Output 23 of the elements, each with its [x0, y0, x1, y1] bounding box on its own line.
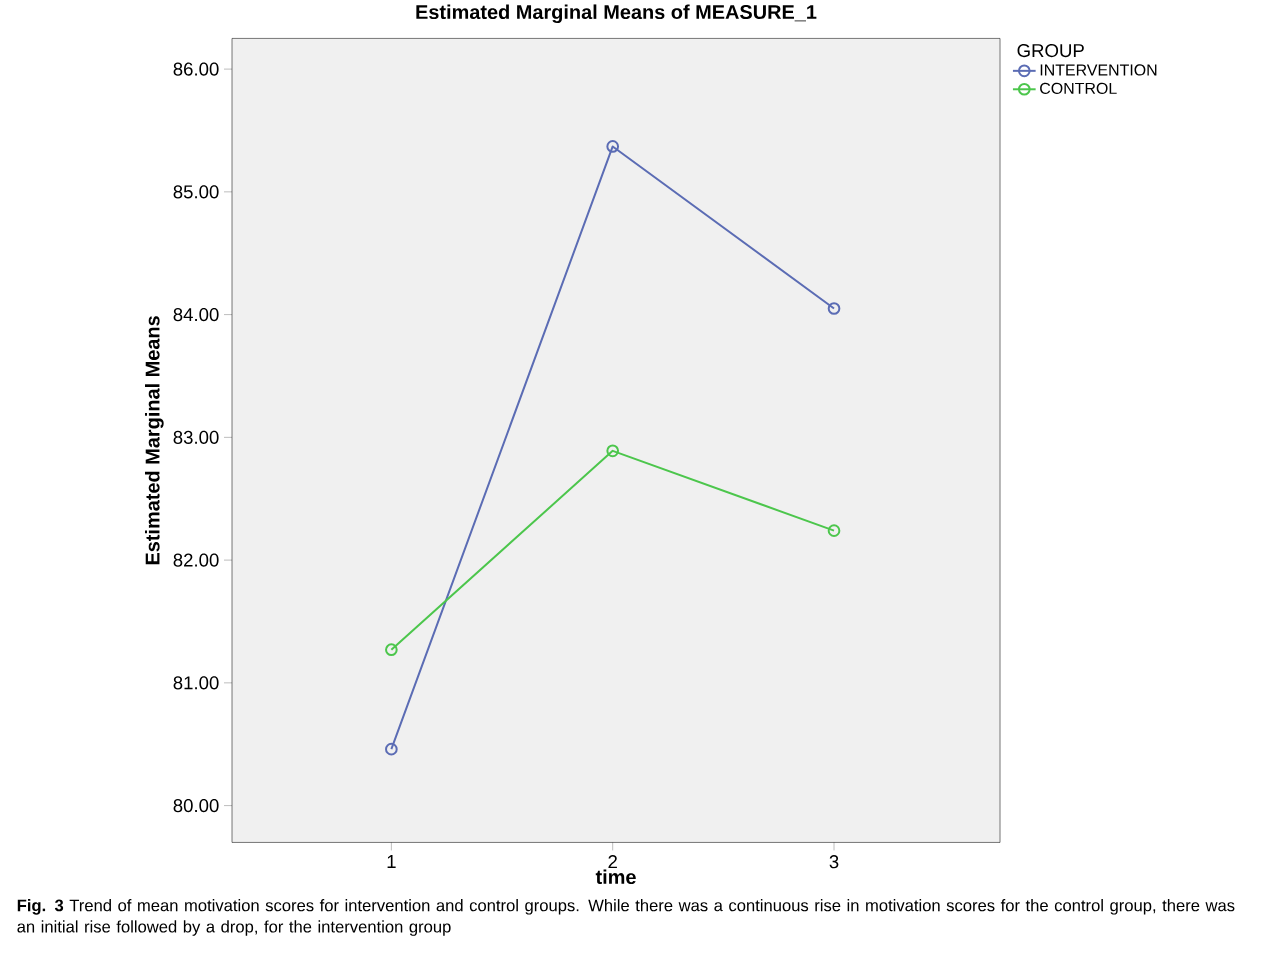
point: [827, 524, 841, 537]
y-tick-label: 85.00: [173, 185, 219, 199]
x-tick-label: 2: [608, 854, 617, 868]
point: [606, 139, 620, 153]
legend-label: CONTROL: [1040, 82, 1117, 94]
x-tick-label: 1: [387, 854, 396, 868]
x-tick-label: 3: [829, 854, 839, 869]
y-tick-label: 83.00: [173, 430, 219, 444]
y-axis-title: Estimated Marginal Means: [144, 315, 164, 564]
x-axis-title: time: [595, 869, 636, 884]
y-tick-label: 81.00: [173, 676, 219, 690]
y-tick-label: 80.00: [173, 798, 219, 812]
point: [385, 643, 398, 656]
point: [606, 444, 620, 457]
y-tick-label: 84.00: [173, 307, 219, 321]
legend-title: GROUP: [1017, 43, 1084, 57]
point: [827, 301, 841, 315]
y-tick-label: 82.00: [173, 553, 219, 567]
point: [385, 742, 398, 756]
legend-label: INTERVENTION: [1040, 64, 1157, 76]
text: Fig. 3 Trend of mean motivation scores for intervention and control groups. While there was a continuous rise in motivation scores for the control group, there was an initial rise followed by a drop, for the intervention group: [17, 898, 1235, 936]
y-tick-label: 86.00: [173, 62, 219, 76]
chart-title: Estimated Marginal Means of MEASURE_1: [416, 4, 817, 23]
